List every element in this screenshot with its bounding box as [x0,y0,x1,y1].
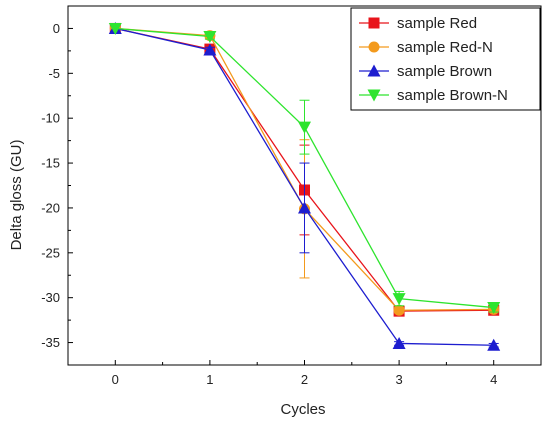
y-tick-label: -5 [48,66,60,81]
y-tick-label: 0 [53,21,60,36]
y-axis: 0 -5 -10 -15 -20 -25 -30 -35 [41,5,73,366]
y-tick-label: -20 [41,200,60,215]
x-tick-label: 0 [112,372,119,387]
x-tick-label: 2 [301,372,308,387]
legend-item: sample Brown-N [359,87,508,104]
x-tick-label: 3 [395,372,402,387]
data-point [392,293,406,306]
legend-marker [368,17,380,29]
y-tick-label: -15 [41,156,60,171]
data-point [487,302,501,315]
legend: sample Red sample Red-N sample Brown sample… [350,7,541,111]
series-sample-brown-n [108,22,501,315]
legend-label: sample Brown [397,63,492,80]
data-point [203,31,217,44]
data-point [392,336,406,349]
data-point [108,22,122,35]
legend-box [350,7,541,111]
legend-item: sample Red-N [359,39,493,56]
x-axis-title: Cycles [280,401,325,418]
legend-marker [368,41,380,53]
y-tick-label: -30 [41,290,60,305]
y-axis-title: Delta gloss (GU) [8,140,25,251]
legend-item: sample Red [359,15,477,32]
legend-marker [367,89,381,102]
data-point [298,121,311,134]
x-axis: 0 1 2 3 4 [67,360,542,387]
legend-marker [367,64,381,77]
y-tick-label: -35 [41,335,60,350]
data-point [487,338,501,351]
series-layer [108,21,501,351]
x-tick-label: 4 [490,372,497,387]
data-point [393,304,405,316]
legend-label: sample Red-N [397,39,493,56]
series-sample-brown [108,21,501,351]
y-tick-label: -25 [41,245,60,260]
data-point [298,201,311,214]
x-tick-label: 1 [206,372,213,387]
legend-item: sample Brown [359,63,492,80]
legend-label: sample Red [397,15,477,32]
y-tick-label: -10 [41,111,60,126]
legend-label: sample Brown-N [397,87,508,104]
data-point [203,43,217,56]
